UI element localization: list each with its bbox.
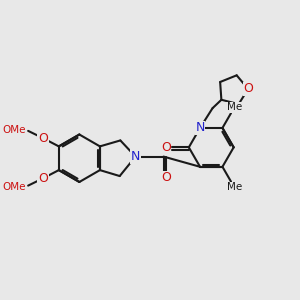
Text: N: N xyxy=(195,122,205,134)
Text: O: O xyxy=(162,171,172,184)
Text: N: N xyxy=(131,150,140,163)
Text: Me: Me xyxy=(227,102,242,112)
Text: O: O xyxy=(161,141,171,154)
Text: O: O xyxy=(243,82,253,95)
Text: OMe: OMe xyxy=(2,124,26,135)
Text: O: O xyxy=(38,172,48,185)
Text: OMe: OMe xyxy=(2,182,26,192)
Text: O: O xyxy=(38,132,48,145)
Text: Me: Me xyxy=(227,182,242,192)
